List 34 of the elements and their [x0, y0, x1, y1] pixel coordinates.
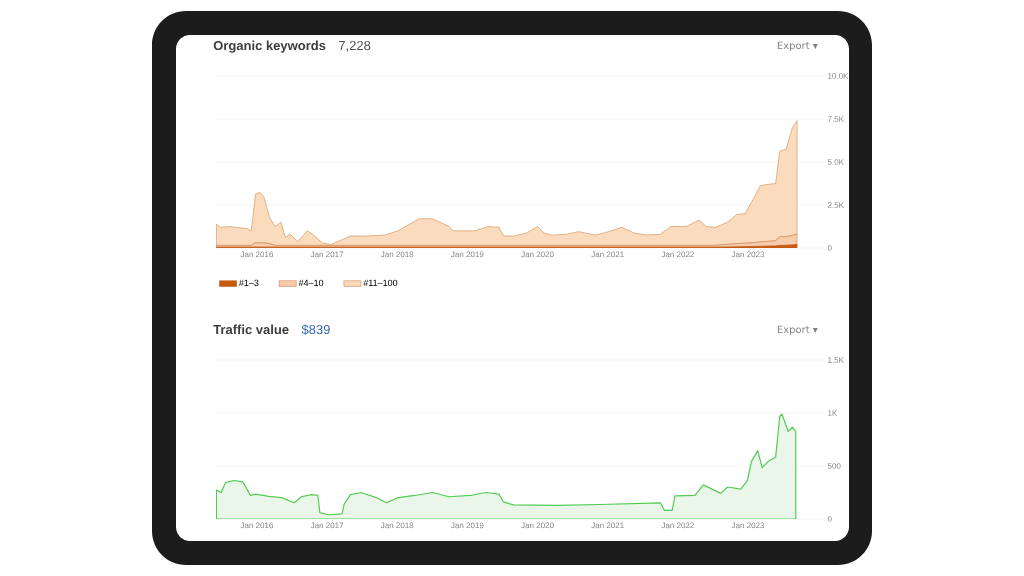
x-tick-label: Jan 2023	[731, 251, 765, 258]
legend-label: #1–3	[238, 279, 259, 287]
text: Export ▾	[777, 325, 818, 336]
x-tick-label: Jan 2018	[380, 522, 414, 529]
text: Export ▾	[777, 41, 818, 52]
x-tick-label: Jan 2020	[521, 251, 554, 258]
x-tick-label: Jan 2019	[451, 251, 484, 258]
legend-label: #4–10	[298, 279, 324, 287]
x-tick-label: Jan 2022	[661, 522, 694, 529]
x-tick-label: Jan 2020	[521, 522, 554, 529]
y-tick-label: 500	[827, 463, 841, 469]
y-tick-label: 5.0K	[827, 159, 844, 165]
y-tick-label: 10.0K	[828, 73, 849, 79]
chart-subtitle: $839	[301, 324, 330, 335]
x-tick-label: Jan 2022	[661, 251, 694, 258]
y-tick-label: 7.5K	[827, 116, 844, 122]
y-tick-label: 1.5K	[828, 357, 844, 363]
y-tick-label: 0	[827, 245, 832, 251]
x-tick-label: Jan 2016	[240, 251, 274, 258]
x-tick-label: Jan 2021	[591, 522, 624, 529]
x-tick-label: Jan 2018	[380, 251, 414, 258]
chart-title: Organic keywords	[213, 40, 326, 53]
legend-label: #11–100	[363, 279, 398, 287]
y-tick-label: 1K	[828, 410, 838, 416]
chart-title: Traffic value	[213, 324, 289, 335]
x-tick-label: Jan 2016	[240, 522, 274, 529]
x-tick-label: Jan 2023	[731, 522, 765, 529]
y-tick-label: 2.5K	[827, 202, 844, 208]
x-tick-label: Jan 2019	[451, 522, 484, 529]
x-tick-label: Jan 2017	[310, 522, 344, 529]
chart-subtitle: 7,228	[338, 40, 371, 52]
y-tick-label: 0	[827, 516, 832, 522]
x-tick-label: Jan 2021	[591, 251, 624, 258]
x-tick-label: Jan 2017	[310, 251, 344, 258]
